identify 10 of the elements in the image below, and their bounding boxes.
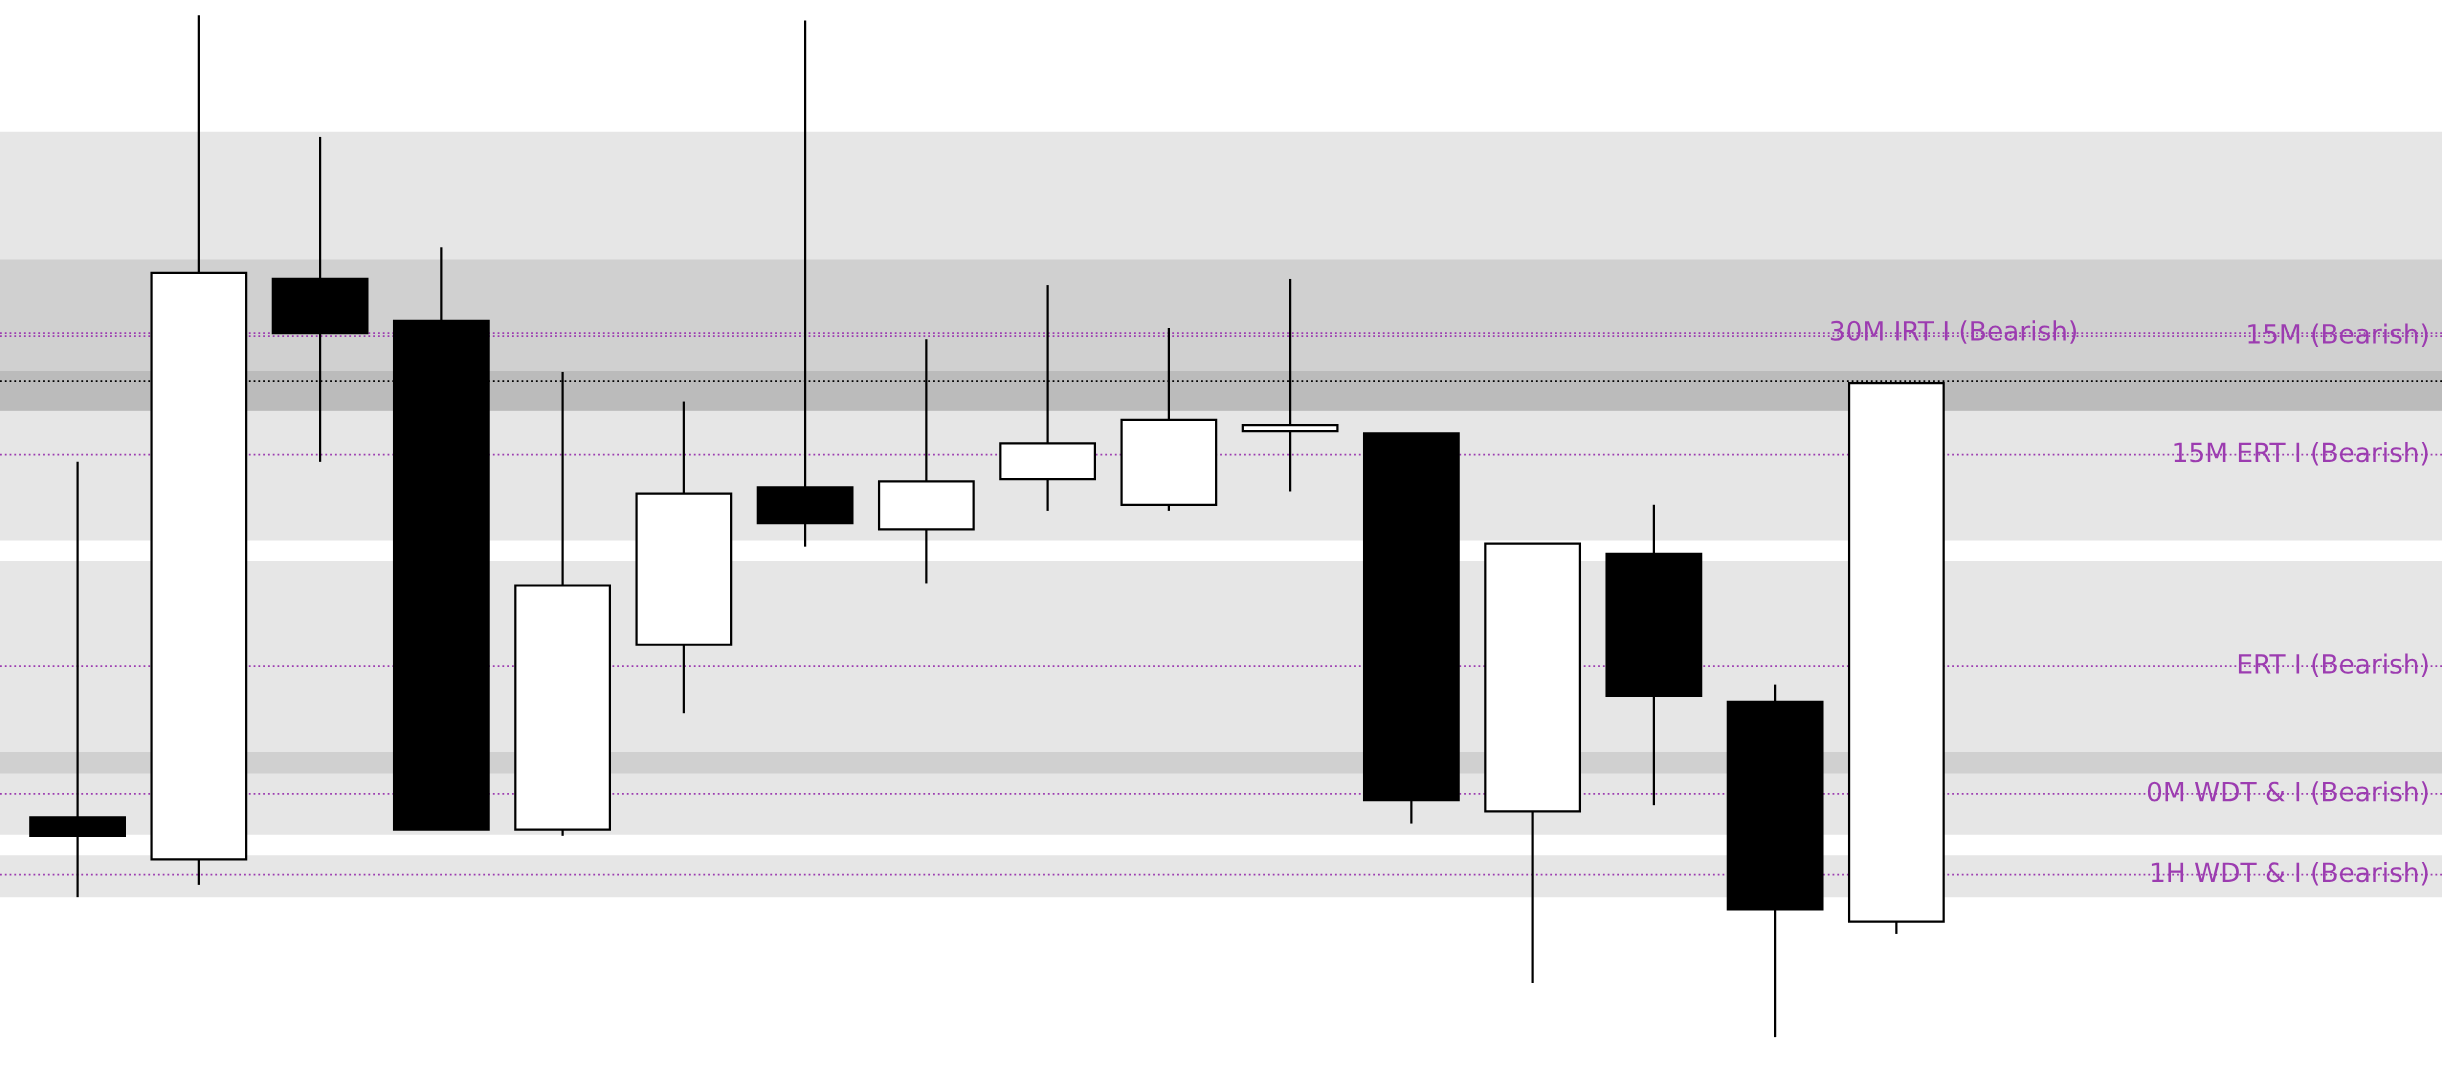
ref-line-label: 1H WDT & I (Bearish) (2151, 861, 2428, 886)
candlestick (756, 19, 854, 548)
ref-line-label: 15M ERT I (Bearish) (2174, 441, 2428, 466)
ref-line-label: ERT I (Bearish) (2238, 653, 2428, 677)
ref-line-label: 15M (Bearish) (2248, 323, 2428, 347)
ref-line-label: 30M IRT I (Bearish) (1830, 320, 2076, 344)
ref-line-label: 0M WDT & I (Bearish) (2147, 781, 2428, 805)
candlestick (29, 460, 126, 899)
candlestick (1605, 503, 1703, 807)
candlestick (635, 400, 733, 715)
